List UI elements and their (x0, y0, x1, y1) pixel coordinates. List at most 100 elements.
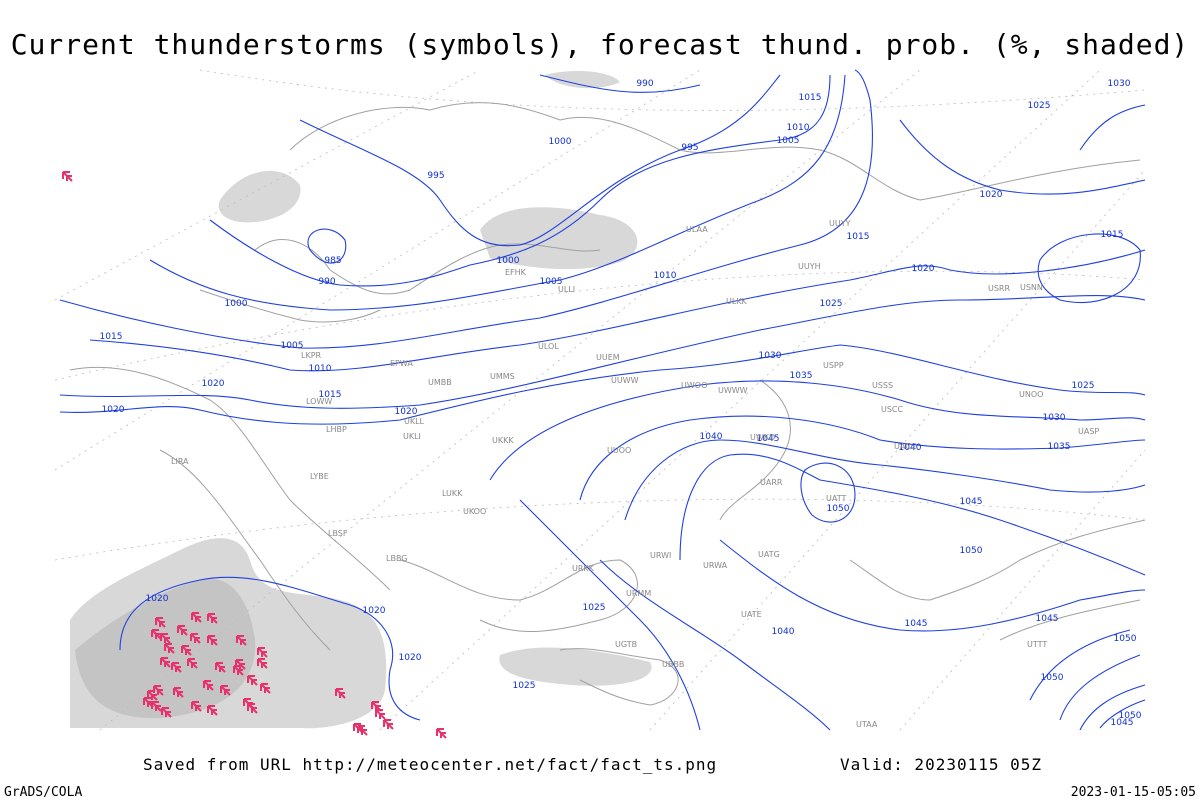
isobar-label: 995 (427, 171, 444, 181)
isobar-label: 1020 (399, 653, 422, 663)
isobar-label: 1025 (583, 603, 606, 613)
thunderstorm-symbol (147, 690, 158, 701)
station-label: ULKK (726, 297, 748, 306)
isobar (539, 74, 701, 93)
isobar (1037, 233, 1141, 304)
station-label: UKOO (463, 507, 486, 516)
station-label: UUEM (596, 353, 620, 362)
thunderstorm-symbol (164, 643, 175, 654)
station-label: UATE (741, 610, 762, 619)
isobar-label: 1040 (700, 432, 723, 442)
isobar (299, 74, 781, 247)
station-label: UUOO (607, 446, 631, 455)
thunderstorm-symbol (177, 625, 188, 636)
station-label: UTTT (1027, 640, 1047, 649)
station-label: ULLI (558, 285, 575, 294)
isobar-label: 990 (636, 79, 653, 89)
probability-shade (218, 170, 301, 223)
thunderstorm-symbols (62, 171, 447, 739)
isobar (149, 74, 846, 311)
isobar-label: 1010 (654, 271, 677, 281)
isobar-label: 1040 (772, 627, 795, 637)
station-label: UWKD (750, 433, 775, 442)
thunderstorm-symbol (203, 680, 214, 691)
station-label: LOWW (306, 397, 332, 406)
isobar-label: 1030 (1108, 79, 1131, 89)
thunderstorm-symbol (143, 697, 154, 708)
station-label: UUYY (829, 219, 851, 228)
isobar-label: 1025 (820, 299, 843, 309)
isobar-label: 1035 (1048, 442, 1071, 452)
station-label: UGTB (615, 640, 637, 649)
isobar (89, 249, 1146, 372)
isobar (59, 69, 873, 349)
timestamp: 2023-01-15-05:05 (1071, 785, 1196, 800)
station-label: UKKK (492, 436, 514, 445)
isobar (899, 104, 1146, 195)
thunderstorm-symbol (160, 657, 171, 668)
isobar-label: 1015 (799, 93, 822, 103)
isobar-label: 1025 (1028, 101, 1051, 111)
station-label: UKLI (403, 432, 421, 441)
isobar-label: 1030 (1043, 413, 1066, 423)
station-label: LYBE (310, 472, 329, 481)
thunderstorm-symbol (173, 687, 184, 698)
credit: GrADS/COLA (4, 785, 82, 800)
thunderstorm-symbol (257, 658, 268, 669)
thunderstorm-symbol (161, 707, 172, 718)
thunderstorm-symbol (375, 709, 386, 720)
thunderstorm-symbol (353, 723, 364, 734)
thunderstorm-symbol (207, 613, 218, 624)
isobar-label: 1020 (202, 379, 225, 389)
isobar-label: 1005 (777, 136, 800, 146)
thunderstorm-symbol (257, 647, 268, 658)
isobar-label: 1025 (513, 681, 536, 691)
thunderstorm-symbol (181, 645, 192, 656)
isobar-label: 1025 (1072, 381, 1095, 391)
isobar (489, 380, 1146, 481)
thunderstorm-symbol (247, 675, 258, 686)
valid-time: Valid: 20230115 05Z (840, 755, 1042, 774)
station-label: USPP (823, 361, 844, 370)
isobar-label: 995 (681, 143, 698, 153)
station-label: UMBB (428, 378, 452, 387)
isobar-label: 1000 (549, 137, 572, 147)
isobar-label: 1050 (960, 546, 983, 556)
isobar-label: 1030 (759, 351, 782, 361)
thunderstorm-symbol (215, 662, 226, 673)
thunderstorm-symbol (207, 705, 218, 716)
isobar-label: 1020 (146, 594, 169, 604)
station-label: USNN (1020, 283, 1043, 292)
station-label: UNOO (1019, 390, 1043, 399)
thunderstorm-symbol (383, 719, 394, 730)
isobar (209, 74, 831, 287)
station-labels: EFHK ULOL UUEM UUWW UMMS UKKK UKLL UKLI UMBB EPWA… (171, 219, 1099, 729)
isobar (579, 415, 1146, 501)
station-label: UUWW (611, 376, 639, 385)
station-label: UKLL (404, 417, 425, 426)
thunderstorm-symbol (171, 662, 182, 673)
station-label: LBSF (328, 529, 348, 538)
isobar-label: 1045 (960, 497, 983, 507)
station-label: USRR (988, 284, 1010, 293)
isobar-label: 1015 (1101, 230, 1124, 240)
isobar-label: 985 (324, 256, 341, 266)
isobar-label: 1050 (827, 504, 850, 514)
thunderstorm-symbol (191, 701, 202, 712)
thunderstorm-symbol (260, 683, 271, 694)
isobar-label: 1050 (1041, 673, 1064, 683)
thunderstorm-symbol (335, 688, 346, 699)
isobar (59, 295, 1146, 409)
isobar-labels: 990 995 995 1000 985 990 1000 1005 1010 1015 1015 1… (100, 79, 1142, 728)
isobar-label: 1040 (899, 443, 922, 453)
source-url: Saved from URL http://meteocenter.net/fa… (143, 755, 717, 774)
thunderstorm-symbol (190, 633, 201, 644)
thunderstorm-symbol (236, 635, 247, 646)
thunderstorm-symbol (233, 665, 244, 676)
isobar-label: 1020 (363, 606, 386, 616)
station-label: UMMS (490, 372, 515, 381)
probability-shade (545, 70, 620, 89)
station-label: EPWA (390, 359, 413, 368)
isobar-label: 1020 (102, 405, 125, 415)
